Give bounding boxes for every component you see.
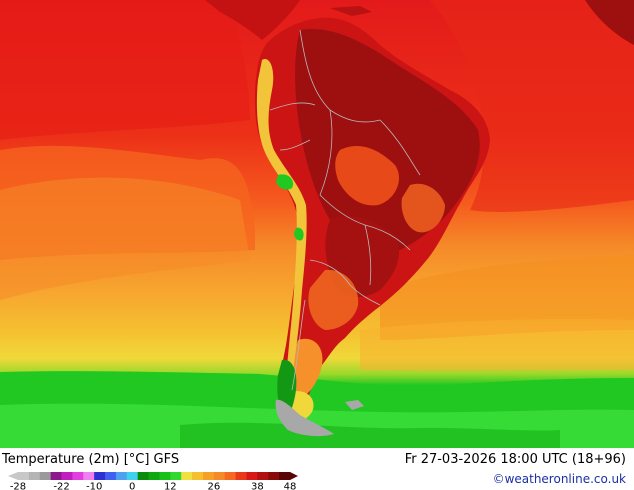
legend-tick-label: 0 — [129, 482, 135, 490]
legend-tick-label: -28 — [10, 482, 26, 490]
legend-swatch — [192, 472, 204, 480]
central-america-land — [205, 0, 300, 40]
legend-arrow-right — [290, 472, 298, 480]
map-title: Temperature (2m) [°C] GFS — [2, 452, 180, 467]
legend-swatch — [126, 472, 139, 480]
legend-tick-label: 48 — [284, 482, 297, 490]
legend-arrow-left — [8, 472, 18, 480]
country-borders — [269, 29, 421, 391]
copyright-link[interactable]: ©weatheronline.co.uk — [492, 472, 626, 486]
brazil-orange-patch — [335, 145, 399, 206]
legend-swatch — [181, 472, 193, 480]
pacific-orange-tongue — [0, 177, 250, 300]
southern-ocean-dark-green — [180, 422, 560, 448]
andes-green-patch-south — [294, 227, 304, 241]
legend-swatch — [105, 472, 117, 480]
legend-swatch — [257, 472, 269, 480]
legend-swatch — [61, 472, 73, 480]
highlands-orange-patch — [401, 183, 445, 233]
north-atlantic-red — [430, 0, 634, 212]
forecast-datetime: Fr 27-03-2026 18:00 UTC (18+96) — [404, 452, 626, 467]
legend-swatch — [18, 472, 30, 480]
legend-ticks: -28 -22 -10 0 12 26 38 48 — [10, 482, 297, 490]
atlantic-orange-band — [380, 255, 634, 340]
legend-swatch — [235, 472, 247, 480]
legend-tick-label: -10 — [86, 482, 102, 490]
pampas-orange — [308, 269, 359, 330]
legend-tick-label: 38 — [251, 482, 264, 490]
legend-swatch — [213, 472, 226, 480]
legend-swatches — [8, 472, 298, 480]
caribbean-islands — [330, 6, 372, 16]
legend-tick-label: -22 — [53, 482, 69, 490]
legend-swatch — [50, 472, 63, 480]
north-pacific-red — [0, 0, 250, 140]
legend-swatch — [28, 472, 41, 480]
legend-swatch — [83, 472, 95, 480]
atlantic-light-orange — [360, 319, 634, 371]
legend-swatch — [279, 472, 291, 480]
legend-swatch — [159, 472, 171, 480]
legend-swatch — [39, 472, 52, 480]
map-footer: Temperature (2m) [°C] GFS Fr 27-03-2026 … — [0, 448, 634, 490]
temperature-map — [0, 0, 634, 448]
andes-yellow-strip — [256, 59, 307, 381]
legend-swatch — [170, 472, 182, 480]
legend-tick-label: 26 — [207, 482, 220, 490]
patagonia-orange — [291, 338, 323, 399]
legend-swatch — [268, 472, 280, 480]
legend-swatch — [246, 472, 258, 480]
legend-swatch — [137, 472, 150, 480]
legend-swatch — [202, 472, 215, 480]
legend-swatch — [72, 472, 84, 480]
southern-chile-gray — [275, 399, 334, 437]
legend-tick-label: 12 — [164, 482, 177, 490]
africa-edge — [585, 0, 634, 45]
legend-swatch — [94, 472, 106, 480]
legend-swatch — [224, 472, 237, 480]
falklands — [345, 400, 364, 410]
legend-swatch — [115, 472, 128, 480]
color-legend: -28 -22 -10 0 12 26 38 48 — [8, 472, 298, 490]
andes-green-patch-north — [276, 174, 294, 190]
legend-swatch — [148, 472, 160, 480]
